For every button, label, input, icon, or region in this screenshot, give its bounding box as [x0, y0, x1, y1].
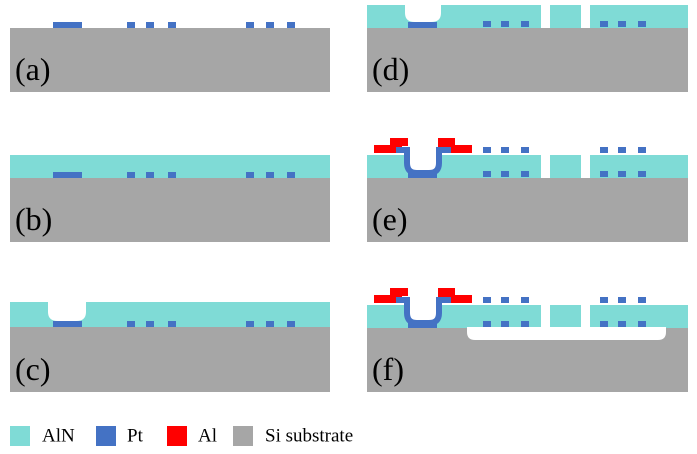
legend-label: AlN	[42, 425, 75, 446]
legend-swatch	[167, 426, 187, 446]
panel-d: (d)	[367, 5, 688, 92]
panel-e: (e)	[367, 138, 688, 242]
legend-swatch	[96, 426, 116, 446]
panel-c: (c)	[10, 302, 330, 392]
release-slot	[541, 5, 550, 28]
release-slot	[581, 305, 590, 328]
air-cavity	[467, 327, 666, 340]
release-slot	[541, 155, 550, 178]
panel-label: (d)	[372, 51, 409, 87]
panel-label: (a)	[15, 51, 51, 87]
panel-label: (c)	[15, 351, 51, 387]
legend-swatch	[233, 426, 253, 446]
pt-bottom-electrode	[408, 22, 437, 28]
release-slot	[581, 5, 590, 28]
al-pad	[438, 138, 455, 146]
panel-f: (f)	[367, 288, 688, 392]
release-slot	[581, 155, 590, 178]
panel-a: (a)	[10, 22, 330, 92]
pt-top-electrodes	[483, 297, 646, 303]
pt-electrodes	[53, 22, 295, 28]
substrate	[10, 178, 330, 242]
panel-label: (b)	[15, 201, 52, 237]
substrate	[10, 327, 330, 392]
al-pad	[390, 288, 408, 296]
via-opening	[48, 302, 86, 321]
panel-label: (e)	[372, 201, 408, 237]
pt-top-electrodes	[483, 147, 646, 153]
legend-swatch	[10, 426, 30, 446]
substrate	[367, 28, 688, 92]
al-pad	[438, 288, 455, 296]
substrate	[367, 178, 688, 242]
panel-b: (b)	[10, 155, 330, 242]
release-slot	[541, 305, 550, 328]
substrate	[10, 28, 330, 92]
legend: AlN Pt Al Si substrate	[10, 425, 353, 446]
legend-label: Pt	[127, 425, 144, 446]
diagram: (a) (b) (c) (d)	[0, 0, 697, 454]
panel-label: (f)	[372, 351, 404, 387]
al-pad	[390, 138, 408, 146]
legend-label: Al	[198, 425, 217, 446]
legend-label: Si substrate	[265, 425, 353, 446]
via-opening	[405, 5, 441, 22]
